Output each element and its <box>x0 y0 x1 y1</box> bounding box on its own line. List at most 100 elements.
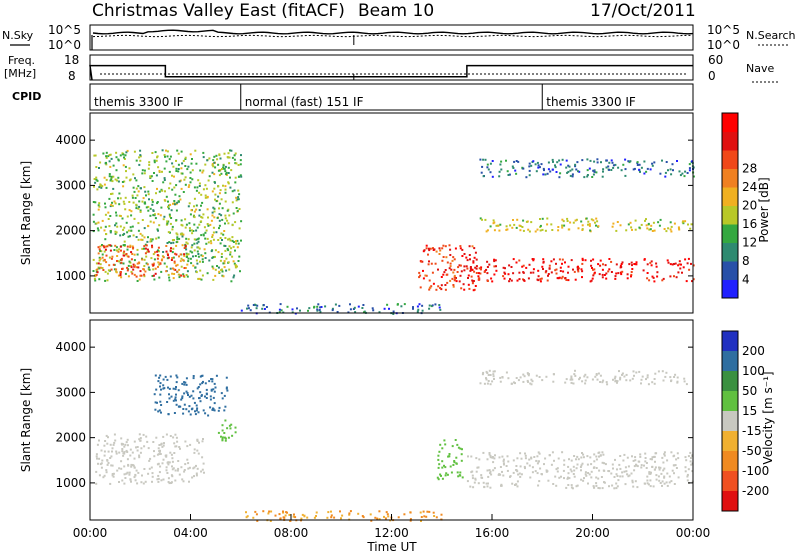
power-cell <box>173 273 176 275</box>
velocity-cell <box>634 456 637 459</box>
velocity-cell <box>655 478 658 481</box>
velocity-cell <box>570 484 573 487</box>
velocity-cell <box>493 378 495 380</box>
power-cell <box>238 175 241 178</box>
power-cell <box>392 310 395 313</box>
velocity-cell <box>448 455 451 458</box>
power-cell <box>667 261 670 264</box>
power-cell <box>307 309 309 312</box>
power-cell <box>498 175 501 178</box>
power-cell <box>473 256 476 259</box>
velocity-cell <box>487 374 490 376</box>
velocity-cell <box>636 486 639 489</box>
power-cell <box>169 215 171 218</box>
cpid-label: CPID <box>12 90 41 103</box>
power-cell <box>190 246 193 249</box>
power-cell <box>131 225 134 228</box>
velocity-cell <box>152 441 155 443</box>
power-cell <box>523 279 525 282</box>
power-cell <box>125 176 128 179</box>
power-cell <box>670 225 673 228</box>
power-cell <box>174 268 177 271</box>
power-cell <box>108 175 111 178</box>
power-cell <box>205 229 208 232</box>
power-cell <box>542 173 545 176</box>
power-cell <box>202 213 205 216</box>
power-cell <box>235 196 238 199</box>
power-cell <box>518 278 521 281</box>
power-cell <box>114 224 116 227</box>
power-cell <box>156 250 159 253</box>
power-cell <box>167 273 170 276</box>
power-cell <box>247 304 250 307</box>
power-cell <box>98 278 101 281</box>
power-cell <box>146 250 149 253</box>
power-cell <box>205 242 208 245</box>
velocity-cell <box>670 451 673 454</box>
power-cell <box>280 309 283 312</box>
power-cell <box>104 248 107 251</box>
power-cell <box>211 214 214 217</box>
velocity-cell <box>519 376 522 379</box>
velocity-cell <box>632 370 635 373</box>
power-cell <box>110 175 113 178</box>
power-cell <box>508 173 511 176</box>
velocity-cell <box>123 473 126 476</box>
power-cell <box>195 204 198 207</box>
power-cell <box>551 158 554 161</box>
velocity-cell <box>511 482 514 485</box>
power-cell <box>515 172 518 175</box>
power-cell <box>614 277 617 280</box>
power-cell <box>94 154 97 157</box>
power-cell <box>587 220 590 223</box>
power-cell <box>230 280 233 283</box>
power-cell <box>132 186 135 189</box>
power-cell <box>229 253 232 256</box>
power-cell <box>119 197 122 200</box>
velocity-cell <box>160 479 163 482</box>
power-cell <box>122 164 125 167</box>
velocity-cell <box>126 471 129 474</box>
velocity-cell <box>150 466 153 469</box>
velocity-cell <box>212 408 215 411</box>
power-cell <box>566 217 569 220</box>
velocity-cell <box>174 396 177 399</box>
power-cell <box>593 169 596 172</box>
power-cell <box>678 228 681 231</box>
power-cell <box>112 175 115 178</box>
power-cell <box>522 271 525 274</box>
power-cell <box>173 200 176 202</box>
power-cell <box>661 279 664 282</box>
velocity-cell <box>436 476 439 479</box>
power-cell <box>100 186 103 189</box>
velocity-cell <box>193 448 196 451</box>
velocity-cell <box>500 484 502 487</box>
velocity-cell <box>595 467 598 469</box>
velocity-cell <box>191 476 194 479</box>
power-cell <box>124 196 127 199</box>
power-cell <box>153 161 156 164</box>
power-cell <box>152 214 155 217</box>
power-cell <box>278 311 281 314</box>
power-cell <box>108 173 111 176</box>
power-cell <box>441 247 444 250</box>
velocity-cell <box>477 482 480 485</box>
power-cell <box>115 268 118 271</box>
power-cell <box>173 239 175 241</box>
power-cell <box>196 186 199 189</box>
velocity-cell <box>658 479 661 482</box>
velocity-cell <box>683 377 686 380</box>
power-cell <box>619 224 622 227</box>
velocity-cell <box>193 451 196 454</box>
power-cell <box>157 246 160 249</box>
power-cell <box>132 201 135 204</box>
power-cell <box>197 253 200 255</box>
power-cell <box>101 185 104 188</box>
velocity-cell <box>188 405 191 408</box>
power-cell <box>191 232 194 235</box>
velocity-cell <box>378 518 381 521</box>
velocity-cell <box>174 479 177 482</box>
power-cell <box>537 269 540 272</box>
power-cell <box>531 258 534 260</box>
velocity-cell <box>543 463 545 466</box>
